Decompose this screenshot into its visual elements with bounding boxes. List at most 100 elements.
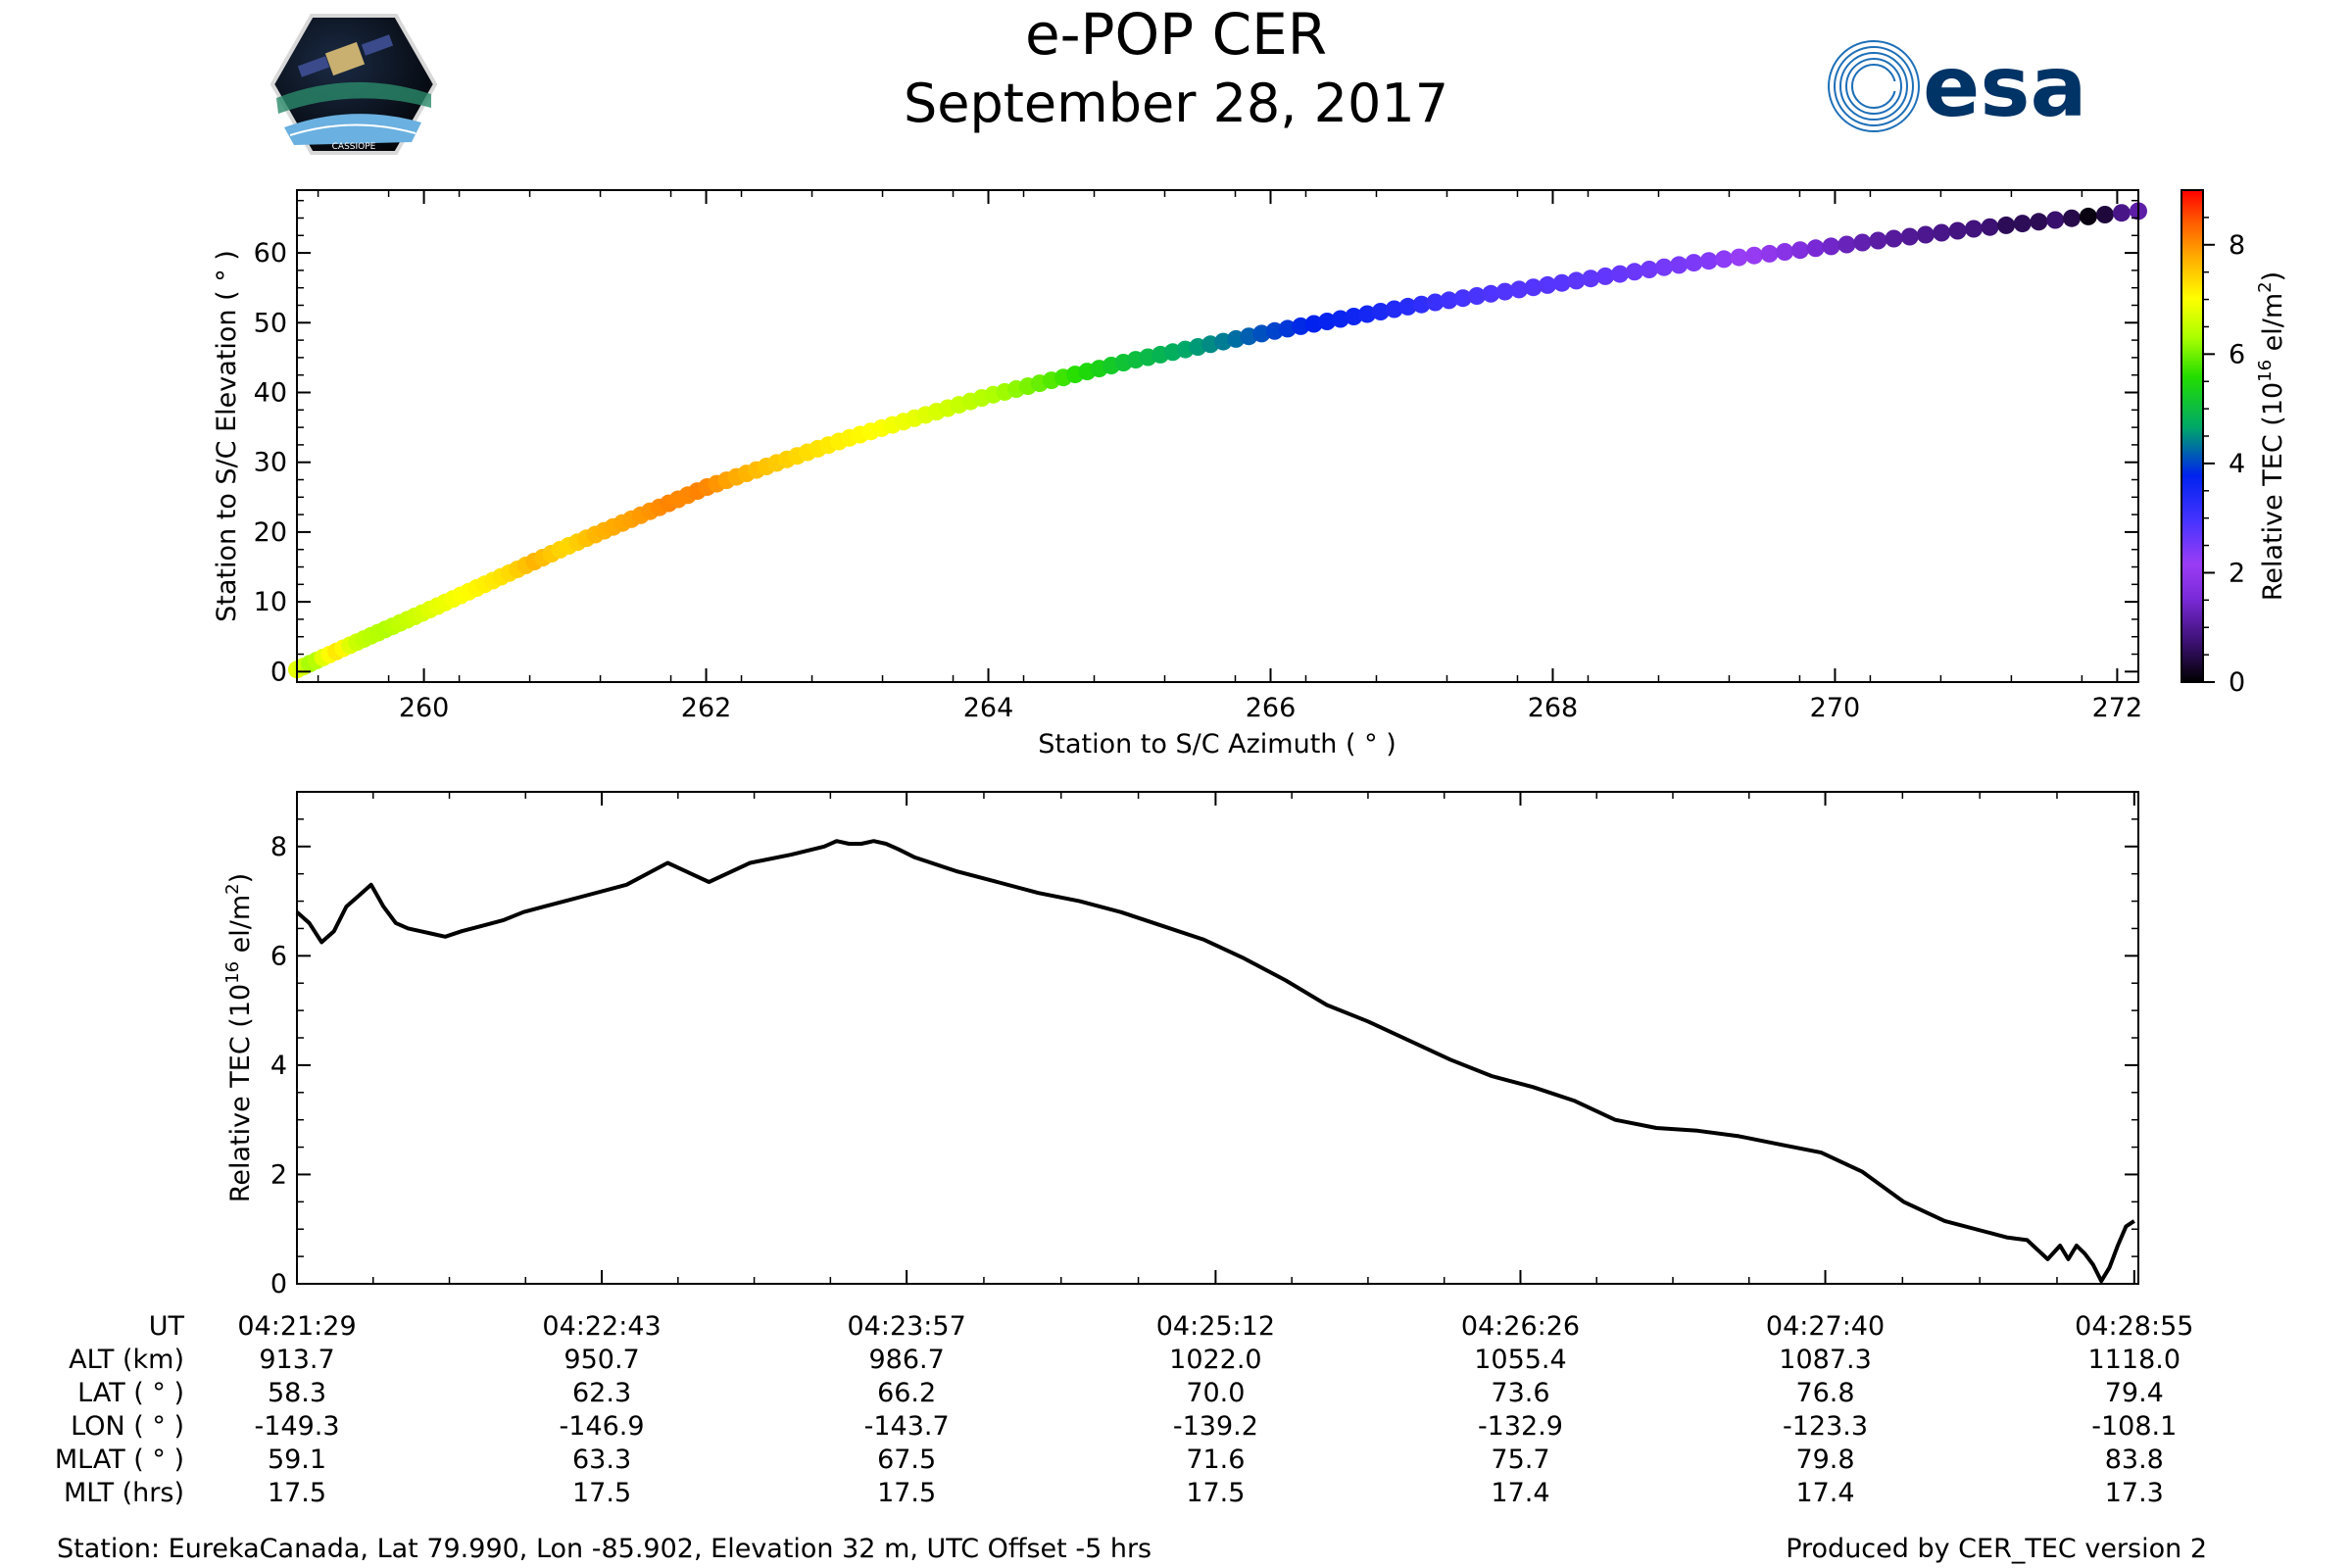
top-xtick-label: 268 xyxy=(1528,693,1579,723)
bottom-ytick-label: 8 xyxy=(270,832,287,862)
top-ytick-label: 60 xyxy=(254,238,287,269)
colorbar-tick-label: 8 xyxy=(2229,230,2245,261)
colorbar-tick-label: 6 xyxy=(2229,339,2245,369)
track-point xyxy=(1453,289,1472,308)
top-xtick-label: 270 xyxy=(1810,693,1861,723)
bottom-axis-ticks: 0 2 4 6 8 xyxy=(270,792,2138,1299)
ephemeris-cell: -139.2 xyxy=(1173,1411,1258,1442)
ephemeris-cell: 17.5 xyxy=(572,1478,631,1508)
track-point xyxy=(1468,287,1486,305)
top-ytick-label: 0 xyxy=(270,657,287,687)
colorbar-tick-label: 4 xyxy=(2229,449,2245,479)
track-point xyxy=(1524,278,1543,297)
track-points xyxy=(288,202,2147,679)
ephemeris-row-label: MLAT ( ° ) xyxy=(55,1445,184,1475)
track-point xyxy=(2063,209,2081,227)
ephemeris-cell: 70.0 xyxy=(1186,1378,1245,1408)
top-axis-ticks: 260 262 264 266 268 270 272 0 10 20 30 40 50 60 xyxy=(254,190,2143,723)
track-point xyxy=(2079,207,2097,225)
track-point xyxy=(1358,305,1377,323)
bottom-ylabel-sq: 2 xyxy=(222,883,243,894)
track-point xyxy=(1625,263,1643,281)
colorbar-label-exp: 16 xyxy=(2255,360,2276,382)
bottom-ytick-label: 4 xyxy=(270,1051,287,1081)
ephemeris-cell: 950.7 xyxy=(564,1345,639,1375)
track-point xyxy=(1412,295,1431,314)
track-point xyxy=(2030,213,2048,231)
track-point xyxy=(1981,218,1999,236)
top-ylabel: Station to S/C Elevation ( ° ) xyxy=(212,250,242,622)
ephemeris-cell: 17.5 xyxy=(268,1478,326,1508)
track-point xyxy=(1655,258,1673,276)
ephemeris-row-label: LAT ( ° ) xyxy=(77,1378,184,1408)
ephemeris-cell: -108.1 xyxy=(2091,1411,2177,1442)
bottom-ylabel-end: ) xyxy=(225,873,256,884)
ephemeris-cell: 17.5 xyxy=(877,1478,936,1508)
track-point xyxy=(1292,317,1310,335)
tec-series-line xyxy=(295,839,2135,1284)
top-xlabel: Station to S/C Azimuth ( ° ) xyxy=(1038,729,1396,760)
track-point xyxy=(1640,261,1658,278)
top-plot-frame xyxy=(296,189,2139,683)
track-point xyxy=(1539,275,1557,294)
ephemeris-cell: 1118.0 xyxy=(2088,1345,2180,1375)
bottom-ylabel-1: Relative TEC (10 xyxy=(225,984,256,1202)
track-point xyxy=(1948,221,1967,240)
top-ytick-label: 10 xyxy=(254,587,287,617)
track-point xyxy=(1552,273,1571,292)
ephemeris-cell: 79.4 xyxy=(2105,1378,2164,1408)
track-point xyxy=(1331,310,1349,328)
ephemeris-cell: 04:28:55 xyxy=(2075,1311,2193,1342)
colorbar-ticks: 0 2 4 6 8 xyxy=(2203,217,2245,698)
bottom-ytick-label: 0 xyxy=(270,1269,287,1299)
ephemeris-cell: 04:26:26 xyxy=(1461,1311,1580,1342)
track-point xyxy=(1685,254,1703,272)
top-xtick-label: 272 xyxy=(2092,693,2143,723)
track-point xyxy=(1822,237,1840,256)
ephemeris-cell: -132.9 xyxy=(1478,1411,1563,1442)
track-point xyxy=(1510,280,1529,299)
top-xtick-label: 262 xyxy=(681,693,732,723)
title: e-POP CER xyxy=(1025,1,1327,68)
ephemeris-cell: 04:25:12 xyxy=(1156,1311,1275,1342)
track-point xyxy=(1869,231,1887,250)
bottom-ytick-label: 6 xyxy=(270,941,287,971)
ephemeris-cell: 04:27:40 xyxy=(1766,1311,1885,1342)
top-panel: 260 262 264 266 268 270 272 0 10 20 30 40 50 60 Stati… xyxy=(212,189,2147,760)
cassiope-logo-text: CASSIOPE xyxy=(332,142,376,152)
ephemeris-cell: 63.3 xyxy=(572,1445,631,1475)
track-point xyxy=(1745,246,1763,265)
track-point xyxy=(1885,229,1903,248)
track-point xyxy=(1495,282,1514,301)
esa-logo: esa xyxy=(1828,38,2087,136)
ephemeris-cell: 1087.3 xyxy=(1779,1345,1871,1375)
track-point xyxy=(1699,252,1718,270)
station-info: Station: EurekaCanada, Lat 79.990, Lon -… xyxy=(57,1534,1152,1564)
track-point xyxy=(1482,284,1500,303)
ephemeris-row-label: ALT (km) xyxy=(69,1345,184,1375)
track-point xyxy=(1440,291,1458,310)
track-point xyxy=(1252,324,1271,343)
colorbar-scale xyxy=(2180,189,2204,683)
colorbar-label-2: el/m xyxy=(2258,293,2288,360)
track-point xyxy=(1304,315,1323,333)
ephemeris-cell: 17.4 xyxy=(1491,1478,1549,1508)
ephemeris-row-label: UT xyxy=(149,1311,185,1342)
top-ytick-label: 50 xyxy=(254,308,287,338)
top-xtick-label: 260 xyxy=(399,693,450,723)
ephemeris-cell: 17.4 xyxy=(1795,1478,1854,1508)
ephemeris-cell: 73.6 xyxy=(1491,1378,1549,1408)
track-point xyxy=(1776,243,1794,261)
ephemeris-cell: -123.3 xyxy=(1783,1411,1868,1442)
ephemeris-cell: 75.7 xyxy=(1491,1445,1549,1475)
ephemeris-cell: 1022.0 xyxy=(1169,1345,1261,1375)
colorbar-label: Relative TEC (1016 el/m2) xyxy=(2255,271,2288,601)
ephemeris-cell: 79.8 xyxy=(1795,1445,1854,1475)
track-point xyxy=(2095,206,2114,223)
track-point xyxy=(1916,225,1935,244)
ephemeris-row-label: LON ( ° ) xyxy=(71,1411,184,1442)
